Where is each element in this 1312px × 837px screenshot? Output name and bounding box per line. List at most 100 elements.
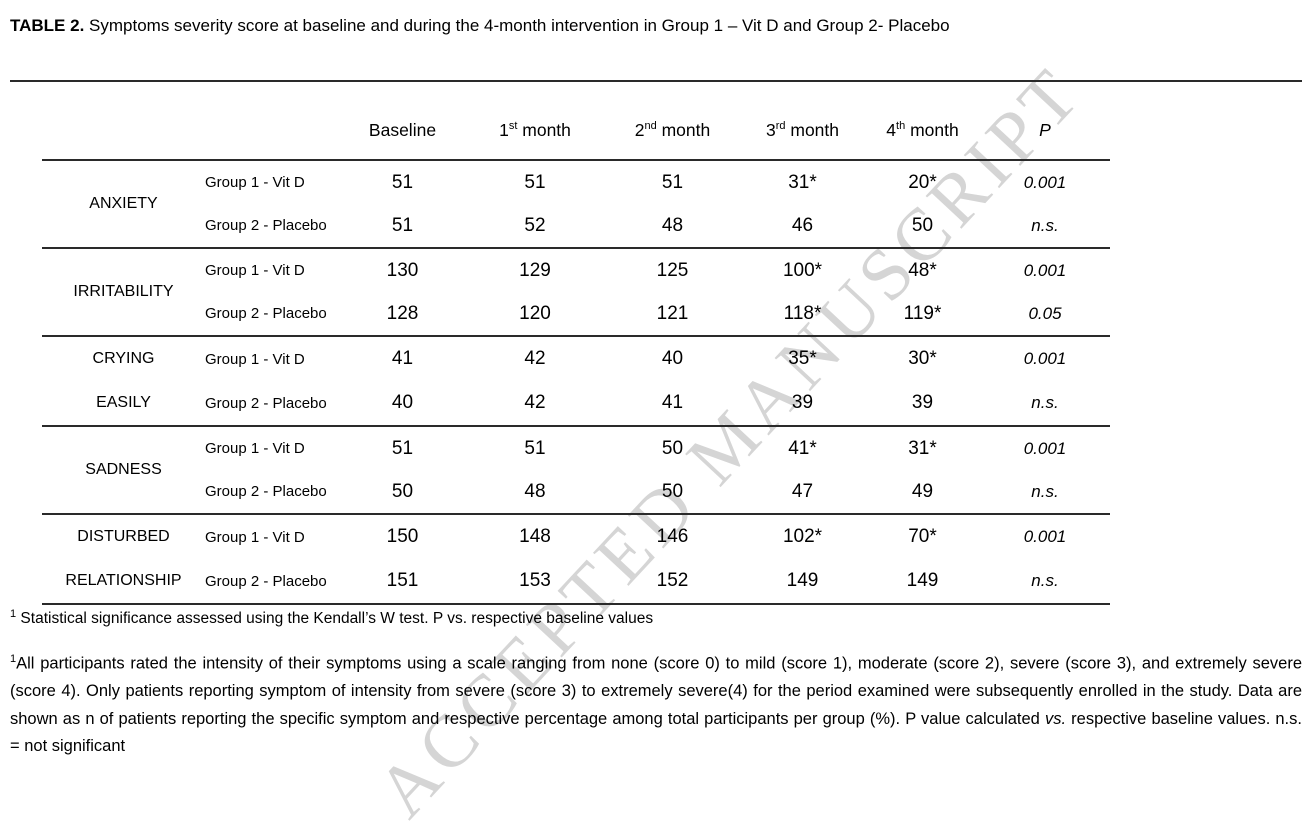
cell-value: 128 <box>386 302 419 324</box>
cell-value: 125 <box>656 259 689 281</box>
p-value: 0.001 <box>1023 527 1067 546</box>
cell-value: 149 <box>906 570 939 591</box>
symptom-label: IRRITABILITY <box>73 283 174 300</box>
cell-value: 49 <box>911 480 934 502</box>
cell-value: 47 <box>791 480 814 502</box>
group-label: Group 2 - Placebo <box>205 483 327 500</box>
table-row: DISTURBED RELATIONSHIP Group 1 - Vit D 1… <box>42 514 1110 589</box>
table-row: ANXIETY Group 1 - Vit D 51 51 51 31* 20*… <box>42 160 1110 213</box>
cell-value: 100* <box>782 259 823 281</box>
cell-value: 119* <box>903 302 942 324</box>
cell-value: 150 <box>386 526 419 547</box>
table-row: Group 2 - Placebo 151 153 152 149 149 n.… <box>42 559 1110 604</box>
table-row: Group 2 - Placebo 40 42 41 39 39 n.s. <box>42 381 1110 426</box>
group-label: Group 1 - Vit D <box>205 174 305 191</box>
cell-value: 148 <box>519 526 551 547</box>
col-header-month-4: 4th month <box>886 120 959 140</box>
cell-value: 41 <box>661 392 684 413</box>
group-label: Group 2 - Placebo <box>205 394 327 412</box>
symptom-block-irritability: IRRITABILITY Group 1 - Vit D 130 129 125… <box>42 248 1110 336</box>
cell-value: 51 <box>524 437 546 459</box>
cell-value: 50 <box>661 437 684 459</box>
table-title-text: Symptoms severity score at baseline and … <box>84 16 950 35</box>
cell-value: 51 <box>391 437 414 459</box>
col-header-month-1: 1st month <box>499 120 571 140</box>
cell-value: 70* <box>908 526 937 547</box>
footnote-text-part1: All participants rated the intensity of … <box>10 654 1302 728</box>
group-label: Group 1 - Vit D <box>205 350 305 368</box>
p-value: 0.001 <box>1023 172 1067 192</box>
symptom-block-disturbed-relationship: DISTURBED RELATIONSHIP Group 1 - Vit D 1… <box>42 514 1110 604</box>
cell-value: 151 <box>386 570 419 591</box>
footnote-vs-italic: vs. <box>1044 709 1067 728</box>
symptom-block-anxiety: ANXIETY Group 1 - Vit D 51 51 51 31* 20*… <box>42 160 1110 248</box>
table-row: Group 2 - Placebo 128 120 121 118* 119* … <box>42 292 1110 336</box>
p-value: 0.001 <box>1023 438 1067 458</box>
table-row: IRRITABILITY Group 1 - Vit D 130 129 125… <box>42 248 1110 301</box>
cell-value: 51 <box>391 214 414 236</box>
col-header-p: P <box>1039 120 1051 140</box>
symptom-label: ANXIETY <box>89 195 158 212</box>
group-label: Group 1 - Vit D <box>205 262 305 279</box>
footnote-significance: 1 Statistical significance assessed usin… <box>10 608 1302 628</box>
cell-value: 121 <box>656 302 689 324</box>
cell-value: 40 <box>391 392 414 413</box>
p-value: n.s. <box>1031 393 1059 412</box>
cell-value: 39 <box>911 392 934 413</box>
cell-value: 102* <box>782 526 823 547</box>
p-value: 0.001 <box>1023 260 1067 280</box>
symptom-block-crying-easily: CRYING EASILY Group 1 - Vit D 41 42 40 3… <box>42 336 1110 426</box>
cell-value: 46 <box>791 214 814 236</box>
symptom-label: CRYING EASILY <box>92 350 155 411</box>
cell-value: 39 <box>791 392 814 413</box>
cell-value: 35* <box>788 348 817 369</box>
p-value: n.s. <box>1031 215 1059 235</box>
cell-value: 52 <box>524 214 546 236</box>
cell-value: 41 <box>391 348 414 369</box>
footnote-marker: 1 <box>10 608 17 620</box>
group-label: Group 2 - Placebo <box>205 217 327 234</box>
p-value: 0.05 <box>1028 303 1062 323</box>
cell-value: 50 <box>911 214 934 236</box>
cell-value: 118* <box>783 302 822 324</box>
symptoms-table: Baseline 1st month 2nd month 3rd month 4… <box>42 102 1110 605</box>
empty-header-cell <box>42 102 205 160</box>
table-row: CRYING EASILY Group 1 - Vit D 41 42 40 3… <box>42 336 1110 411</box>
cell-value: 51 <box>661 171 684 193</box>
cell-value: 120 <box>519 302 551 324</box>
cell-value: 153 <box>519 570 551 591</box>
symptom-block-sadness: SADNESS Group 1 - Vit D 51 51 50 41* 31*… <box>42 426 1110 514</box>
cell-value: 31* <box>788 171 817 193</box>
group-label: Group 1 - Vit D <box>205 440 305 457</box>
cell-value: 42 <box>524 392 546 413</box>
footnote-text-part2: respective baseline values. n.s. = not s… <box>10 709 1302 756</box>
cell-value: 48* <box>908 259 937 281</box>
footnote-marker: 1 <box>10 653 17 665</box>
group-label: Group 2 - Placebo <box>205 305 327 322</box>
title-divider <box>10 80 1302 82</box>
cell-value: 41* <box>788 437 817 459</box>
col-header-baseline: Baseline <box>368 120 437 140</box>
group-label: Group 1 - Vit D <box>205 528 305 546</box>
table-row: SADNESS Group 1 - Vit D 51 51 50 41* 31*… <box>42 426 1110 479</box>
cell-value: 50 <box>661 480 684 502</box>
cell-value: 30* <box>908 348 937 369</box>
header-row: Baseline 1st month 2nd month 3rd month 4… <box>42 102 1110 160</box>
col-header-month-2: 2nd month <box>634 120 711 140</box>
empty-header-cell <box>205 102 340 160</box>
footnote-methods: 1All participants rated the intensity of… <box>10 646 1302 761</box>
cell-value: 20* <box>908 171 937 193</box>
table-title-label: TABLE 2. <box>10 16 85 35</box>
cell-value: 129 <box>519 259 551 281</box>
cell-value: 146 <box>656 526 689 547</box>
cell-value: 48 <box>661 214 684 236</box>
col-header-month-3: 3rd month <box>765 120 839 140</box>
symptom-label: DISTURBED RELATIONSHIP <box>65 528 182 589</box>
footnote-text: Statistical significance assessed using … <box>16 610 654 628</box>
cell-value: 50 <box>391 480 414 502</box>
table-row: Group 2 - Placebo 50 48 50 47 49 n.s. <box>42 470 1110 514</box>
table-row: Group 2 - Placebo 51 52 48 46 50 n.s. <box>42 204 1110 248</box>
cell-value: 130 <box>386 259 419 281</box>
cell-value: 42 <box>524 348 546 369</box>
cell-value: 51 <box>524 171 546 193</box>
